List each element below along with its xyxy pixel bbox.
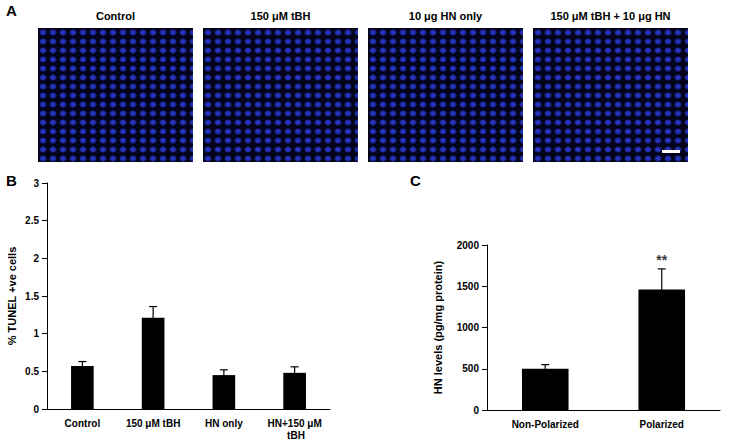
svg-text:1500: 1500 — [457, 281, 480, 292]
svg-text:**: ** — [656, 252, 667, 268]
svg-text:2: 2 — [33, 253, 39, 264]
svg-text:0: 0 — [33, 404, 39, 415]
svg-text:B: B — [6, 172, 17, 189]
html-text:A: A — [6, 2, 17, 19]
svg-text:3: 3 — [33, 178, 39, 189]
svg-text:HN only: HN only — [205, 418, 243, 429]
svg-text:HN levels (pg/mg protein): HN levels (pg/mg protein) — [432, 261, 444, 395]
svg-text:C: C — [410, 172, 421, 189]
svg-text:HN+150 μM: HN+150 μM — [268, 418, 322, 429]
svg-text:% TUNEL +ve cells: % TUNEL +ve cells — [6, 247, 18, 346]
svg-text:Non-Polarized: Non-Polarized — [512, 419, 579, 430]
svg-text:tBH: tBH — [284, 430, 305, 441]
html-text:Control: Control — [95, 10, 135, 22]
svg-text:0.5: 0.5 — [25, 366, 39, 377]
svg-text:0: 0 — [473, 405, 479, 416]
html-text:150 μM tBH: 150 μM tBH — [250, 10, 311, 22]
svg-text:1: 1 — [33, 328, 39, 339]
svg-text:1.5: 1.5 — [25, 291, 39, 302]
svg-text:150 μM tBH: 150 μM tBH — [126, 418, 180, 429]
html-text:150 μM tBH + 10 μg HN: 150 μM tBH + 10 μg HN — [550, 10, 671, 22]
svg-text:2000: 2000 — [457, 240, 480, 251]
svg-text:Polarized: Polarized — [640, 419, 684, 430]
html-text:10 μg HN only: 10 μg HN only — [408, 10, 483, 22]
svg-text:2.5: 2.5 — [25, 215, 39, 226]
svg-text:500: 500 — [462, 363, 479, 374]
svg-text:Control: Control — [65, 418, 101, 429]
svg-text:1000: 1000 — [457, 322, 480, 333]
